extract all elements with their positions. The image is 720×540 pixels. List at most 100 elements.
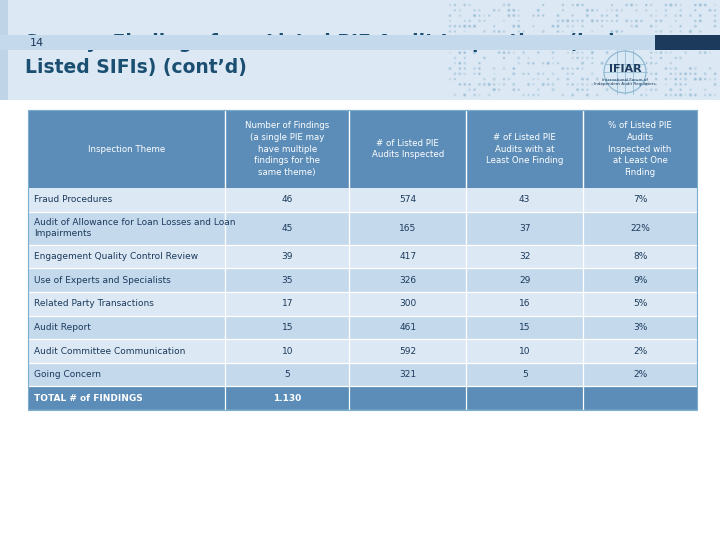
Text: 300: 300 bbox=[399, 299, 416, 308]
Circle shape bbox=[640, 41, 642, 43]
Circle shape bbox=[690, 46, 691, 48]
Circle shape bbox=[464, 36, 465, 37]
Circle shape bbox=[587, 94, 588, 96]
Circle shape bbox=[577, 52, 579, 53]
Circle shape bbox=[660, 36, 662, 37]
Circle shape bbox=[675, 36, 677, 38]
Circle shape bbox=[597, 10, 598, 11]
Circle shape bbox=[567, 78, 569, 80]
Circle shape bbox=[582, 62, 583, 64]
Circle shape bbox=[479, 63, 480, 64]
Circle shape bbox=[489, 42, 490, 43]
Text: 3%: 3% bbox=[633, 323, 647, 332]
Circle shape bbox=[552, 52, 554, 53]
Circle shape bbox=[528, 42, 529, 43]
Circle shape bbox=[582, 78, 583, 80]
Circle shape bbox=[650, 73, 652, 75]
Circle shape bbox=[469, 20, 470, 22]
Circle shape bbox=[680, 4, 681, 5]
Circle shape bbox=[582, 4, 583, 5]
Circle shape bbox=[611, 31, 613, 32]
Circle shape bbox=[513, 9, 515, 11]
Circle shape bbox=[582, 89, 583, 90]
Circle shape bbox=[587, 84, 588, 85]
Circle shape bbox=[557, 25, 559, 27]
Circle shape bbox=[474, 15, 475, 17]
Circle shape bbox=[670, 4, 672, 6]
Circle shape bbox=[552, 73, 554, 75]
Circle shape bbox=[454, 63, 455, 64]
Circle shape bbox=[449, 31, 451, 32]
Circle shape bbox=[636, 25, 637, 27]
Text: 10: 10 bbox=[519, 347, 531, 355]
Circle shape bbox=[503, 84, 505, 85]
Circle shape bbox=[479, 68, 480, 69]
Circle shape bbox=[655, 63, 657, 64]
Circle shape bbox=[474, 73, 475, 75]
Circle shape bbox=[479, 94, 480, 96]
Circle shape bbox=[606, 89, 608, 91]
Bar bbox=[0, 35, 720, 50]
Circle shape bbox=[469, 84, 470, 85]
Circle shape bbox=[592, 42, 593, 43]
Circle shape bbox=[562, 4, 563, 5]
Circle shape bbox=[479, 15, 480, 16]
Circle shape bbox=[660, 41, 662, 43]
Text: 16: 16 bbox=[519, 299, 531, 308]
Circle shape bbox=[518, 47, 519, 48]
Circle shape bbox=[518, 89, 519, 90]
Circle shape bbox=[513, 68, 515, 69]
Text: 32: 32 bbox=[519, 252, 531, 261]
Text: # of Listed PIE
Audits Inspected: # of Listed PIE Audits Inspected bbox=[372, 139, 444, 159]
Circle shape bbox=[503, 52, 505, 53]
Circle shape bbox=[572, 31, 574, 32]
Bar bbox=[28, 110, 697, 188]
Circle shape bbox=[474, 10, 475, 11]
Circle shape bbox=[528, 94, 529, 96]
Circle shape bbox=[645, 84, 647, 85]
Circle shape bbox=[641, 36, 642, 37]
Text: 45: 45 bbox=[282, 224, 293, 233]
Circle shape bbox=[518, 62, 520, 64]
Circle shape bbox=[616, 21, 617, 22]
Circle shape bbox=[464, 25, 466, 27]
Text: 43: 43 bbox=[519, 195, 531, 204]
Circle shape bbox=[665, 10, 667, 11]
Circle shape bbox=[503, 4, 505, 6]
Circle shape bbox=[449, 68, 451, 70]
Circle shape bbox=[484, 57, 485, 59]
Bar bbox=[28, 245, 697, 268]
Circle shape bbox=[704, 41, 706, 43]
Text: International Forum of
Independent Audit Regulators: International Forum of Independent Audit… bbox=[594, 78, 656, 86]
Circle shape bbox=[710, 52, 711, 53]
Circle shape bbox=[631, 25, 632, 27]
Circle shape bbox=[655, 73, 657, 75]
Circle shape bbox=[685, 94, 686, 96]
Circle shape bbox=[567, 73, 569, 75]
Circle shape bbox=[547, 84, 549, 85]
Circle shape bbox=[508, 4, 510, 6]
Text: Listed SIFIs) (cont’d): Listed SIFIs) (cont’d) bbox=[25, 58, 247, 78]
Circle shape bbox=[714, 20, 716, 22]
Circle shape bbox=[626, 57, 628, 59]
Circle shape bbox=[503, 21, 505, 22]
Circle shape bbox=[650, 89, 652, 90]
Bar bbox=[28, 339, 697, 363]
Circle shape bbox=[562, 20, 564, 22]
Circle shape bbox=[498, 42, 500, 43]
Circle shape bbox=[709, 68, 711, 70]
Circle shape bbox=[705, 94, 706, 96]
Circle shape bbox=[459, 62, 461, 64]
Text: 7%: 7% bbox=[633, 195, 647, 204]
Circle shape bbox=[587, 57, 588, 58]
Circle shape bbox=[582, 52, 583, 53]
Circle shape bbox=[626, 68, 628, 70]
Circle shape bbox=[449, 25, 451, 27]
Circle shape bbox=[577, 84, 578, 85]
Circle shape bbox=[680, 73, 681, 75]
Circle shape bbox=[518, 15, 520, 16]
Circle shape bbox=[493, 68, 495, 70]
Circle shape bbox=[533, 15, 534, 16]
Circle shape bbox=[587, 89, 588, 90]
Text: Engagement Quality Control Review: Engagement Quality Control Review bbox=[34, 252, 198, 261]
